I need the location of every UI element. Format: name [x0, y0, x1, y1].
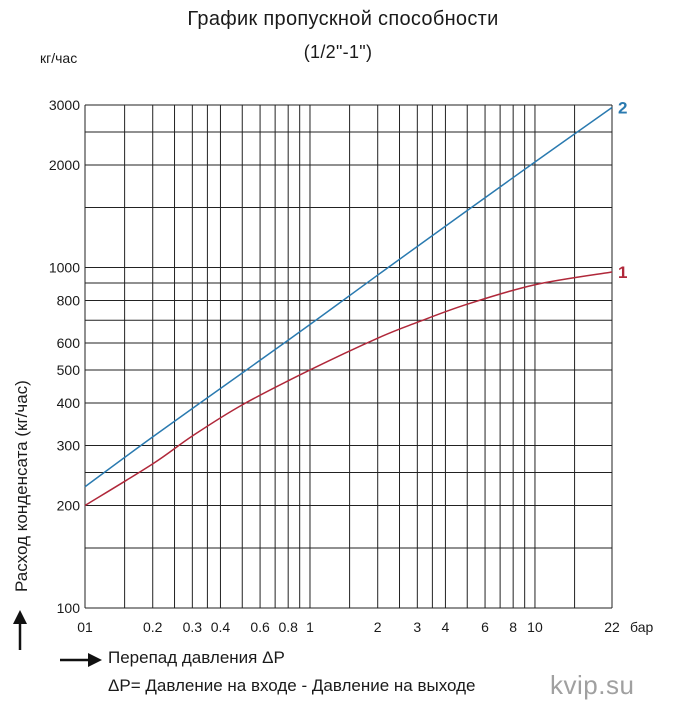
pressure-formula: ΔP= Давление на входе - Давление на выхо…: [108, 676, 476, 695]
x-tick-label: 0.2: [143, 619, 163, 635]
y-tick-label: 200: [57, 497, 81, 513]
y-tick-label: 500: [57, 362, 81, 378]
y-arrow-head: [13, 610, 27, 624]
series-line-2: [84, 106, 613, 488]
y-tick-label: 100: [57, 600, 81, 616]
x-tick-label: 22: [604, 619, 620, 635]
x-unit-label: бар: [630, 619, 653, 635]
y-tick-label: 1000: [49, 259, 80, 275]
x-tick-label: 3: [413, 619, 421, 635]
x-tick-label: 2: [374, 619, 382, 635]
x-tick-label: 01: [77, 619, 93, 635]
x-tick-label: 10: [527, 619, 543, 635]
series-label-2: 2: [618, 98, 627, 117]
y-tick-label: 3000: [49, 97, 80, 113]
axis-arrows: [13, 610, 102, 667]
x-tick-label: 0.3: [183, 619, 203, 635]
x-tick-label: 6: [481, 619, 489, 635]
series-label-1: 1: [618, 263, 627, 282]
x-tick-label: 0.6: [250, 619, 270, 635]
y-tick-label: 2000: [49, 157, 80, 173]
x-tick-label: 4: [442, 619, 450, 635]
series-line-1: [84, 271, 613, 507]
x-tick-label: 0.8: [278, 619, 298, 635]
y-tick-label: 400: [57, 395, 81, 411]
y-axis-label: Расход конденсата (кг/час): [12, 380, 31, 592]
y-tick-label: 300: [57, 438, 81, 454]
x-tick-label: 8: [509, 619, 517, 635]
tick-labels: 01 0.2 0.3 0.4 0.6 0.8 1 2 3 4 6 8 10 22 бар1002003004…: [49, 97, 654, 635]
y-tick-label: 600: [57, 335, 81, 351]
x-arrow-head: [88, 653, 102, 667]
grid-lines: [84, 104, 613, 609]
y-tick-label: 800: [57, 292, 81, 308]
series-lines: 12: [84, 98, 627, 507]
chart-title: График пропускной способности: [187, 8, 499, 30]
y-unit-label: кг/час: [40, 50, 78, 66]
chart-subtitle: (1/2"-1"): [303, 42, 373, 62]
x-tick-label: 1: [306, 619, 314, 635]
watermark: kvip.su: [550, 670, 635, 700]
x-axis-label: Перепад давления ΔP: [108, 648, 285, 667]
x-tick-label: 0.4: [211, 619, 231, 635]
